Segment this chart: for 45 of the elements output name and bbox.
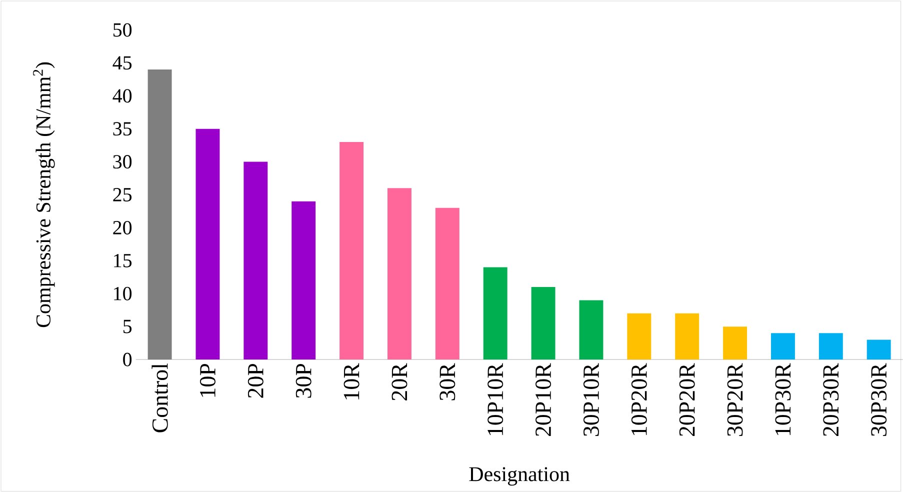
y-tick-label: 0 (123, 352, 132, 366)
bar (483, 267, 508, 360)
bar (627, 313, 652, 360)
bar (770, 332, 795, 360)
x-tick-label: 30P (296, 364, 312, 398)
bar (387, 188, 412, 360)
x-tick-label: 30P10R (583, 362, 599, 436)
y-tick-label: 45 (112, 56, 132, 70)
y-tick-label: 35 (113, 122, 132, 136)
bar (244, 162, 268, 360)
y-tick-label: 40 (112, 88, 132, 102)
y-tick-label: 15 (114, 254, 132, 268)
y-tick-label: 5 (123, 320, 132, 334)
bar (579, 300, 604, 360)
bar (292, 201, 316, 360)
x-tick-label: 20P (248, 364, 264, 398)
x-tick-label: 10P10R (488, 362, 504, 435)
bar (531, 286, 556, 360)
x-tick-label: Control (152, 363, 168, 432)
x-tick-label: 10P (200, 364, 216, 397)
y-tick-label: 25 (113, 188, 132, 202)
x-tick-label: 20P10R (536, 362, 552, 436)
bar (675, 313, 700, 360)
bar (723, 326, 748, 360)
y-axis-title: Compressive Strength (N/mm$^{2}$) (33, 62, 55, 327)
x-tick-label: 10P20R (631, 362, 647, 435)
x-axis-title: Designation (469, 466, 570, 486)
x-tick-label: 30P30R (871, 362, 887, 436)
x-tick-label: 20P20R (679, 362, 695, 436)
bar (196, 128, 220, 360)
x-tick-label: 30P20R (727, 362, 743, 436)
y-tick-label: 30 (113, 154, 132, 168)
x-tick-label: 30R (440, 362, 456, 400)
bar (818, 332, 843, 360)
x-tick-label: 20R (392, 362, 408, 400)
y-tick-label: 20 (113, 220, 132, 234)
x-tick-label: 10R (344, 362, 360, 400)
bar (340, 142, 364, 360)
bar (148, 69, 172, 360)
bar (435, 208, 460, 360)
y-tick-label: 50 (113, 23, 132, 37)
x-tick-label: 10P30R (775, 362, 791, 435)
bar (866, 340, 891, 360)
x-tick-label: 20P30R (823, 362, 839, 436)
y-tick-label: 10 (114, 286, 132, 300)
